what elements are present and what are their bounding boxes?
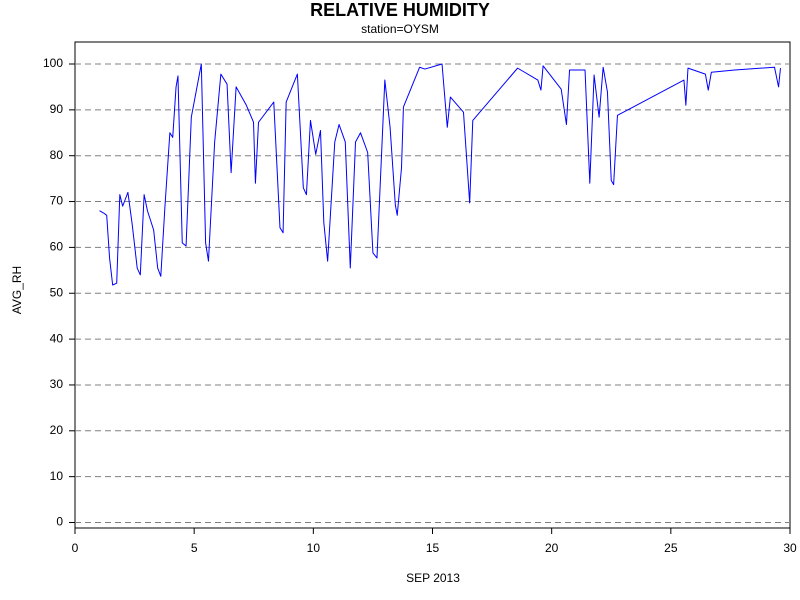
plot-frame (74, 41, 791, 529)
x-tick-label: 0 (72, 541, 79, 555)
y-tick-label: 50 (50, 285, 64, 299)
y-tick-label: 30 (50, 377, 64, 391)
data-line (99, 63, 781, 286)
x-tick-label: 20 (545, 541, 559, 555)
y-tick-label: 10 (50, 469, 64, 483)
y-tick-label: 100 (43, 56, 63, 70)
y-tick-label: 80 (50, 148, 64, 162)
y-tick-label: 20 (50, 423, 64, 437)
x-axis-label: SEP 2013 (406, 571, 460, 585)
x-tick-label: 5 (191, 541, 198, 555)
y-tick-label: 90 (50, 102, 64, 116)
y-tick-label: 70 (50, 194, 64, 208)
x-tick-label: 15 (426, 541, 440, 555)
y-tick-label: 60 (50, 240, 64, 254)
y-axis-label: AVG_RH (10, 266, 24, 314)
y-tick-label: 40 (50, 331, 64, 345)
x-tick-label: 10 (307, 541, 321, 555)
y-tick-label: 0 (56, 515, 63, 529)
chart-title: RELATIVE HUMIDITY (310, 0, 490, 20)
chart-subtitle: station=OYSM (361, 22, 439, 36)
x-tick-label: 25 (664, 541, 678, 555)
x-tick-label: 30 (783, 541, 797, 555)
